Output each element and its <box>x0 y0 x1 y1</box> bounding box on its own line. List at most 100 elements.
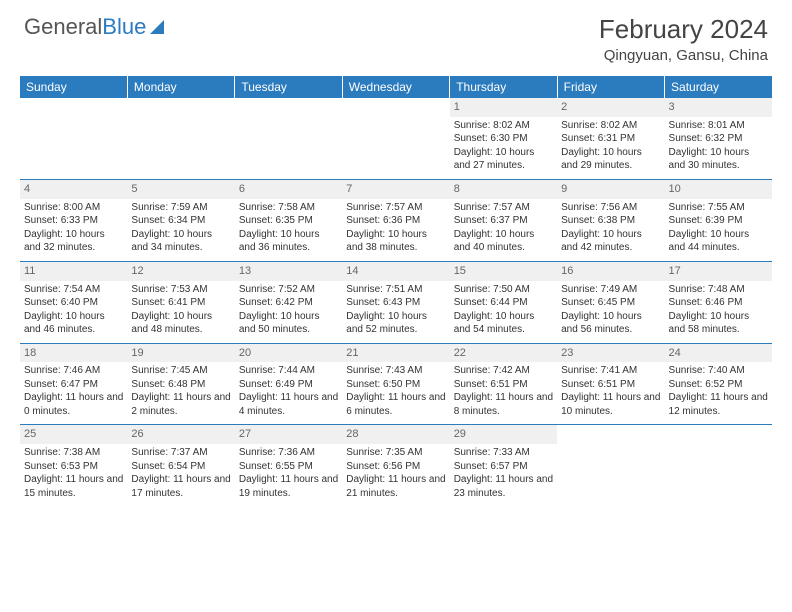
calendar-week-row: 18Sunrise: 7:46 AMSunset: 6:47 PMDayligh… <box>20 343 772 425</box>
calendar-cell: 20Sunrise: 7:44 AMSunset: 6:49 PMDayligh… <box>235 343 342 425</box>
daylight-text: Daylight: 10 hours and 40 minutes. <box>454 228 553 255</box>
sunrise-text: Sunrise: 7:51 AM <box>346 283 445 297</box>
sunrise-text: Sunrise: 7:45 AM <box>131 364 230 378</box>
sunset-text: Sunset: 6:52 PM <box>669 378 768 392</box>
calendar-cell: 13Sunrise: 7:52 AMSunset: 6:42 PMDayligh… <box>235 261 342 343</box>
sunrise-text: Sunrise: 7:35 AM <box>346 446 445 460</box>
day-number: 4 <box>20 180 127 199</box>
calendar-cell: 26 Sunrise: 7:37 AMSunset: 6:54 PMDayligh… <box>127 425 234 506</box>
daylight-text: Daylight: 10 hours and 52 minutes. <box>346 310 445 337</box>
daylight-text: Daylight: 11 hours and 6 minutes. <box>346 391 445 418</box>
day-number: 19 <box>127 344 234 363</box>
calendar-cell: 21Sunrise: 7:43 AMSunset: 6:50 PMDayligh… <box>342 343 449 425</box>
sunset-text: Sunset: 6:54 PM <box>131 460 230 474</box>
day-number: 9 <box>557 180 664 199</box>
day-number: 14 <box>342 262 449 281</box>
calendar-cell: 27Sunrise: 7:36 AMSunset: 6:55 PMDayligh… <box>235 425 342 506</box>
sunrise-text: Sunrise: 8:02 AM <box>454 119 553 133</box>
sunset-text: Sunset: 6:39 PM <box>669 214 768 228</box>
sunrise-text: Sunrise: 7:46 AM <box>24 364 123 378</box>
daylight-text: Daylight: 10 hours and 30 minutes. <box>669 146 768 173</box>
weekday-header: Wednesday <box>342 76 449 98</box>
sunset-text: Sunset: 6:44 PM <box>454 296 553 310</box>
calendar-cell: 10Sunrise: 7:55 AMSunset: 6:39 PMDayligh… <box>665 179 772 261</box>
logo-text: GeneralBlue <box>24 14 146 40</box>
daylight-text: Daylight: 11 hours and 21 minutes. <box>346 473 445 500</box>
sunset-text: Sunset: 6:53 PM <box>24 460 123 474</box>
daylight-text: Daylight: 11 hours and 12 minutes. <box>669 391 768 418</box>
day-number: 1 <box>450 98 557 117</box>
sunset-text: Sunset: 6:32 PM <box>669 132 768 146</box>
day-number: 23 <box>557 344 664 363</box>
sunset-text: Sunset: 6:57 PM <box>454 460 553 474</box>
logo-part1: General <box>24 14 102 39</box>
daylight-text: Daylight: 11 hours and 17 minutes. <box>131 473 230 500</box>
calendar-cell: 4Sunrise: 8:00 AMSunset: 6:33 PMDaylight… <box>20 179 127 261</box>
calendar-week-row: 25Sunrise: 7:38 AMSunset: 6:53 PMDayligh… <box>20 425 772 506</box>
daylight-text: Daylight: 10 hours and 46 minutes. <box>24 310 123 337</box>
weekday-header: Friday <box>557 76 664 98</box>
daylight-text: Daylight: 11 hours and 23 minutes. <box>454 473 553 500</box>
sunset-text: Sunset: 6:47 PM <box>24 378 123 392</box>
sunset-text: Sunset: 6:45 PM <box>561 296 660 310</box>
daylight-text: Daylight: 10 hours and 56 minutes. <box>561 310 660 337</box>
sunrise-text: Sunrise: 7:38 AM <box>24 446 123 460</box>
sunrise-text: Sunrise: 7:37 AM <box>131 446 230 460</box>
day-number: 22 <box>450 344 557 363</box>
weekday-header: Thursday <box>450 76 557 98</box>
location: Qingyuan, Gansu, China <box>599 47 768 64</box>
triangle-icon <box>150 20 164 34</box>
daylight-text: Daylight: 10 hours and 34 minutes. <box>131 228 230 255</box>
daylight-text: Daylight: 10 hours and 54 minutes. <box>454 310 553 337</box>
sunrise-text: Sunrise: 8:01 AM <box>669 119 768 133</box>
daylight-text: Daylight: 10 hours and 29 minutes. <box>561 146 660 173</box>
sunset-text: Sunset: 6:55 PM <box>239 460 338 474</box>
weekday-header: Saturday <box>665 76 772 98</box>
sunset-text: Sunset: 6:34 PM <box>131 214 230 228</box>
sunrise-text: Sunrise: 7:56 AM <box>561 201 660 215</box>
day-number: 27 <box>235 425 342 444</box>
weekday-header: Monday <box>127 76 234 98</box>
sunset-text: Sunset: 6:43 PM <box>346 296 445 310</box>
day-number: 12 <box>127 262 234 281</box>
calendar-cell: 1Sunrise: 8:02 AMSunset: 6:30 PMDaylight… <box>450 98 557 179</box>
day-number: 15 <box>450 262 557 281</box>
calendar-cell: 8Sunrise: 7:57 AMSunset: 6:37 PMDaylight… <box>450 179 557 261</box>
sunset-text: Sunset: 6:42 PM <box>239 296 338 310</box>
calendar-cell: 11Sunrise: 7:54 AMSunset: 6:40 PMDayligh… <box>20 261 127 343</box>
daylight-text: Daylight: 11 hours and 19 minutes. <box>239 473 338 500</box>
sunset-text: Sunset: 6:48 PM <box>131 378 230 392</box>
sunrise-text: Sunrise: 7:52 AM <box>239 283 338 297</box>
sunset-text: Sunset: 6:33 PM <box>24 214 123 228</box>
calendar-cell: 24Sunrise: 7:40 AMSunset: 6:52 PMDayligh… <box>665 343 772 425</box>
sunrise-text: Sunrise: 7:55 AM <box>669 201 768 215</box>
sunset-text: Sunset: 6:49 PM <box>239 378 338 392</box>
weekday-header: Tuesday <box>235 76 342 98</box>
calendar-cell: 5Sunrise: 7:59 AMSunset: 6:34 PMDaylight… <box>127 179 234 261</box>
title-block: February 2024 Qingyuan, Gansu, China <box>599 14 768 64</box>
sunrise-text: Sunrise: 7:50 AM <box>454 283 553 297</box>
sunset-text: Sunset: 6:50 PM <box>346 378 445 392</box>
sunset-text: Sunset: 6:51 PM <box>454 378 553 392</box>
logo-part2: Blue <box>102 14 146 39</box>
sunset-text: Sunset: 6:37 PM <box>454 214 553 228</box>
sunset-text: Sunset: 6:40 PM <box>24 296 123 310</box>
calendar-cell: 22Sunrise: 7:42 AMSunset: 6:51 PMDayligh… <box>450 343 557 425</box>
logo: GeneralBlue <box>24 14 164 40</box>
sunrise-text: Sunrise: 8:00 AM <box>24 201 123 215</box>
day-number: 26 <box>127 425 234 444</box>
calendar-cell: 29Sunrise: 7:33 AMSunset: 6:57 PMDayligh… <box>450 425 557 506</box>
sunrise-text: Sunrise: 7:43 AM <box>346 364 445 378</box>
sunrise-text: Sunrise: 7:57 AM <box>346 201 445 215</box>
calendar-cell: 17Sunrise: 7:48 AMSunset: 6:46 PMDayligh… <box>665 261 772 343</box>
calendar-table: Sunday Monday Tuesday Wednesday Thursday… <box>20 76 772 506</box>
calendar-cell: 19Sunrise: 7:45 AMSunset: 6:48 PMDayligh… <box>127 343 234 425</box>
day-number: 28 <box>342 425 449 444</box>
calendar-cell <box>20 98 127 179</box>
sunrise-text: Sunrise: 7:58 AM <box>239 201 338 215</box>
day-number: 17 <box>665 262 772 281</box>
sunrise-text: Sunrise: 7:49 AM <box>561 283 660 297</box>
calendar-cell: 18Sunrise: 7:46 AMSunset: 6:47 PMDayligh… <box>20 343 127 425</box>
calendar-cell <box>127 98 234 179</box>
daylight-text: Daylight: 10 hours and 48 minutes. <box>131 310 230 337</box>
